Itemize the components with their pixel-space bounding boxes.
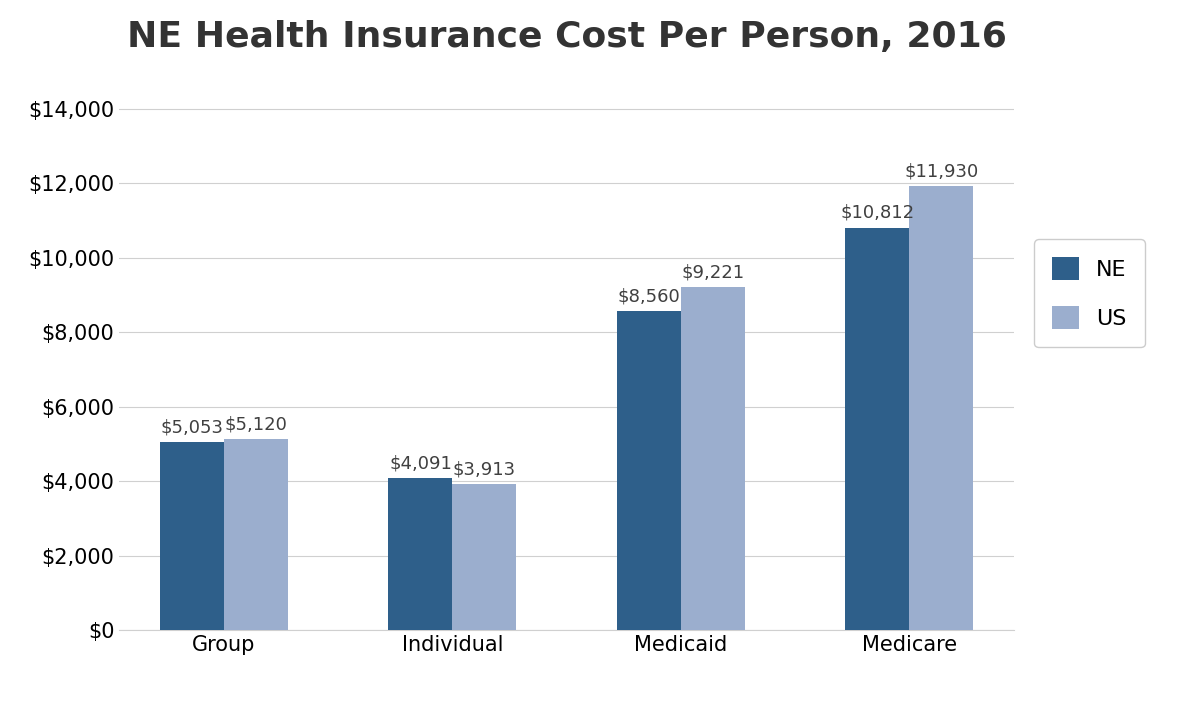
Text: $5,053: $5,053 (160, 418, 223, 436)
Text: $4,091: $4,091 (389, 454, 452, 472)
Bar (452, 485, 517, 630)
Bar (681, 287, 744, 630)
Bar (846, 228, 909, 630)
Text: $11,930: $11,930 (904, 163, 978, 180)
Text: $8,560: $8,560 (618, 288, 680, 306)
Bar (389, 478, 452, 630)
Bar (617, 311, 681, 630)
Title: NE Health Insurance Cost Per Person, 2016: NE Health Insurance Cost Per Person, 201… (126, 19, 1007, 54)
Legend: NE, US: NE, US (1034, 239, 1144, 347)
Text: $10,812: $10,812 (840, 204, 915, 222)
Bar (224, 440, 288, 630)
Text: $5,120: $5,120 (224, 416, 288, 434)
Text: $3,913: $3,913 (453, 461, 517, 479)
Bar (160, 442, 224, 630)
Text: $9,221: $9,221 (681, 263, 744, 281)
Bar (909, 186, 973, 630)
